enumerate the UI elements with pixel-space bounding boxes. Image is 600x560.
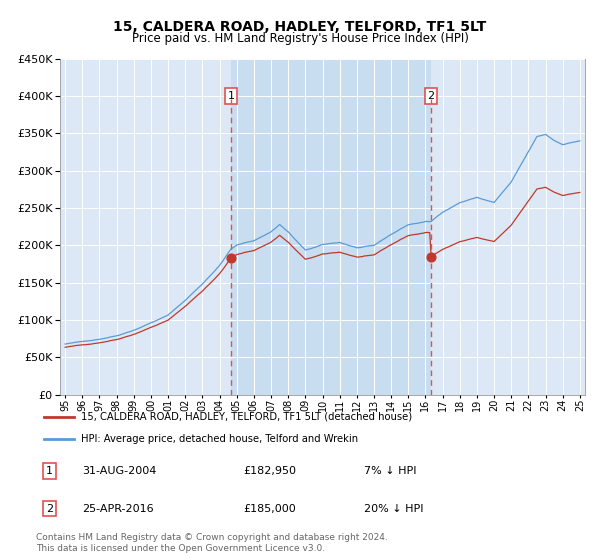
Point <box>427 252 436 261</box>
Text: Price paid vs. HM Land Registry's House Price Index (HPI): Price paid vs. HM Land Registry's House … <box>131 32 469 45</box>
Text: 20% ↓ HPI: 20% ↓ HPI <box>364 503 423 514</box>
Text: 31-AUG-2004: 31-AUG-2004 <box>82 466 157 476</box>
Text: 25-APR-2016: 25-APR-2016 <box>82 503 154 514</box>
Text: 15, CALDERA ROAD, HADLEY, TELFORD, TF1 5LT (detached house): 15, CALDERA ROAD, HADLEY, TELFORD, TF1 5… <box>81 412 412 422</box>
Text: 7% ↓ HPI: 7% ↓ HPI <box>364 466 416 476</box>
Text: £185,000: £185,000 <box>244 503 296 514</box>
Text: Contains HM Land Registry data © Crown copyright and database right 2024.
This d: Contains HM Land Registry data © Crown c… <box>36 533 388 553</box>
Text: £182,950: £182,950 <box>244 466 296 476</box>
Text: 2: 2 <box>46 503 53 514</box>
Text: 2: 2 <box>428 91 435 101</box>
Text: 15, CALDERA ROAD, HADLEY, TELFORD, TF1 5LT: 15, CALDERA ROAD, HADLEY, TELFORD, TF1 5… <box>113 20 487 34</box>
Text: 1: 1 <box>227 91 235 101</box>
Text: HPI: Average price, detached house, Telford and Wrekin: HPI: Average price, detached house, Telf… <box>81 434 358 444</box>
Point <box>226 254 236 263</box>
Text: 1: 1 <box>46 466 53 476</box>
Bar <box>231 59 431 395</box>
